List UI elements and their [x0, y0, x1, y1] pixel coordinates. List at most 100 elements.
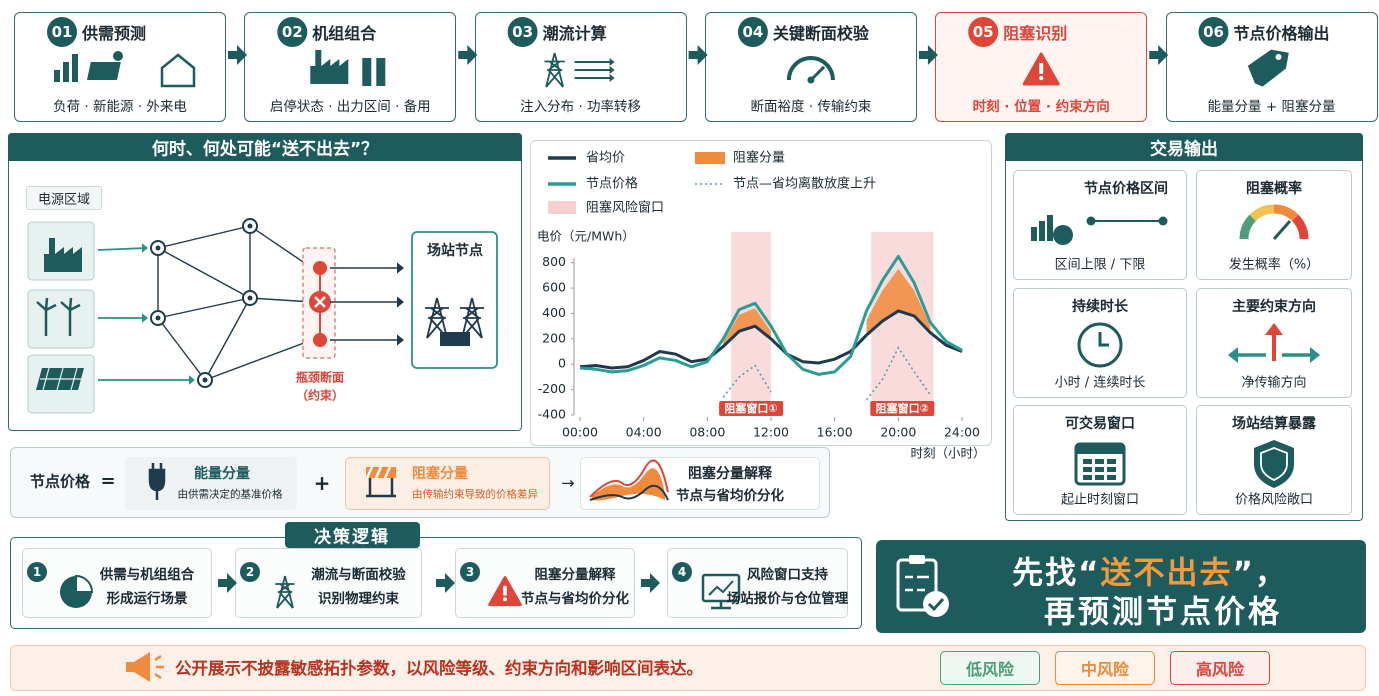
output-card-title: 节点价格区间 [1084, 181, 1168, 197]
monitor-stand [711, 601, 731, 610]
network-line [157, 247, 251, 299]
x-tick-label: 08:00 [689, 425, 725, 440]
output-card-subtitle: 区间上限 / 下限 [1054, 257, 1146, 273]
slogan-line1: 先找“送不出去”， [1012, 548, 1288, 593]
barrier-legs [366, 478, 396, 498]
x-tick-label: 12:00 [753, 425, 789, 440]
station-label: 场站节点 [427, 243, 483, 259]
energy-desc: 由供需决定的基准价格 [177, 488, 283, 501]
gauge-segment [1291, 214, 1309, 240]
bar-icon [1039, 221, 1045, 241]
step-subtitle: 能量分量 + 阻塞分量 [1207, 99, 1336, 115]
window-label-bg [719, 401, 784, 416]
risk-badge [1055, 651, 1155, 685]
calendar-cell [1095, 475, 1104, 480]
price-line [579, 309, 963, 370]
factory-icon [44, 238, 82, 272]
output-card-title: 主要约束方向 [1232, 299, 1316, 315]
warning-mark [1039, 63, 1044, 74]
network-node-core [247, 223, 253, 229]
step-number: 03 [512, 23, 534, 41]
decision-number-badge [672, 562, 692, 582]
tower-icon [362, 58, 372, 86]
y-axis-label: 电价（元/MWh） [537, 229, 635, 244]
pylon-icon [275, 575, 295, 609]
clipboard-lines [905, 575, 929, 592]
step-number: 06 [1203, 23, 1224, 41]
legend-label: 节点—省均离散放度上升 [733, 176, 876, 192]
arrow-head [142, 243, 148, 253]
output-card-title: 可交易窗口 [1065, 416, 1135, 432]
calendar-cell [1107, 459, 1116, 464]
step-number-badge [507, 17, 538, 47]
step-subtitle: 负荷 · 新能源 · 外来电 [53, 99, 187, 115]
step-number-badge [968, 17, 999, 47]
price-line [579, 254, 963, 376]
calendar-cell [1107, 475, 1116, 480]
formula-arrow: → [561, 473, 575, 493]
y-tick-label: 400 [542, 305, 566, 320]
risk-badge [1170, 651, 1270, 685]
formula-label: 节点价格 [29, 472, 91, 491]
tower-icon [376, 58, 386, 86]
calendar-cell [1083, 475, 1092, 480]
barrier-icon [366, 467, 396, 478]
window-label-bg [870, 401, 935, 416]
slogan-text: ”， [1232, 555, 1288, 592]
bar-icon [1047, 215, 1053, 241]
x-tick-label: 04:00 [626, 425, 662, 440]
decision-number-badge [240, 562, 260, 582]
legend-label: 节点价格 [586, 176, 638, 192]
range-end [1086, 216, 1096, 226]
y-tick-label: 0 [558, 356, 566, 371]
flow-arrow [918, 45, 938, 65]
network-line [157, 317, 206, 381]
arrow-head [397, 334, 404, 346]
network-line [249, 225, 313, 269]
decision-line2: 节点与省均价分化 [521, 591, 629, 607]
step-number: 04 [742, 23, 764, 41]
window-label: 阻塞窗口① [724, 401, 777, 415]
decision-title: 决策逻辑 [314, 527, 390, 548]
risk-level: 中风险 [1080, 660, 1130, 679]
slogan-highlight: 送不出去 [1100, 555, 1233, 592]
network-node-core [202, 377, 208, 383]
network-node-core [247, 295, 253, 301]
pie-slice [75, 574, 94, 593]
shield-inner [1260, 447, 1288, 481]
x-tick-label: 20:00 [880, 425, 916, 440]
footer-note: 公开展示不披露敏感拓扑参数，以风险等级、约束方向和影响区间表达。 [175, 659, 703, 678]
calendar-cell [1095, 467, 1104, 472]
explain-desc: 节点与省均价分化 [676, 488, 784, 504]
check-badge [923, 591, 949, 617]
warning-mark [503, 585, 507, 596]
flow-arrow [218, 573, 237, 593]
pylon-icon [425, 297, 449, 339]
turbine-blades [36, 297, 57, 312]
bar-icon [1031, 227, 1037, 241]
decision-number-badge [27, 562, 47, 582]
network-line [157, 225, 251, 249]
slogan-line2: 再预测节点价格 [1044, 594, 1282, 631]
network-line [204, 339, 313, 381]
legend-label: 阻塞风险窗口 [586, 200, 664, 216]
slogan-text: 先找“ [1012, 555, 1101, 592]
output-card-subtitle: 价格风险敞口 [1234, 492, 1314, 508]
warning-dot [503, 597, 507, 602]
step-number: 05 [972, 23, 994, 41]
tag-icon [1247, 49, 1289, 87]
decision-step [22, 548, 212, 618]
step-number-badge [737, 17, 768, 47]
arrow-head [609, 66, 615, 74]
block-cross [314, 296, 326, 308]
range-end [1158, 216, 1168, 226]
flow-arrow [436, 573, 455, 593]
x-tick-label: 00:00 [562, 425, 598, 440]
monitor-trend [708, 580, 734, 596]
congestion-title: 阻塞分量 [412, 466, 468, 482]
decision-line2: 场站报价与仓位管理 [726, 591, 849, 607]
arrow-head [397, 262, 404, 274]
arrow-head [142, 313, 148, 323]
pylon-icon [544, 52, 565, 88]
